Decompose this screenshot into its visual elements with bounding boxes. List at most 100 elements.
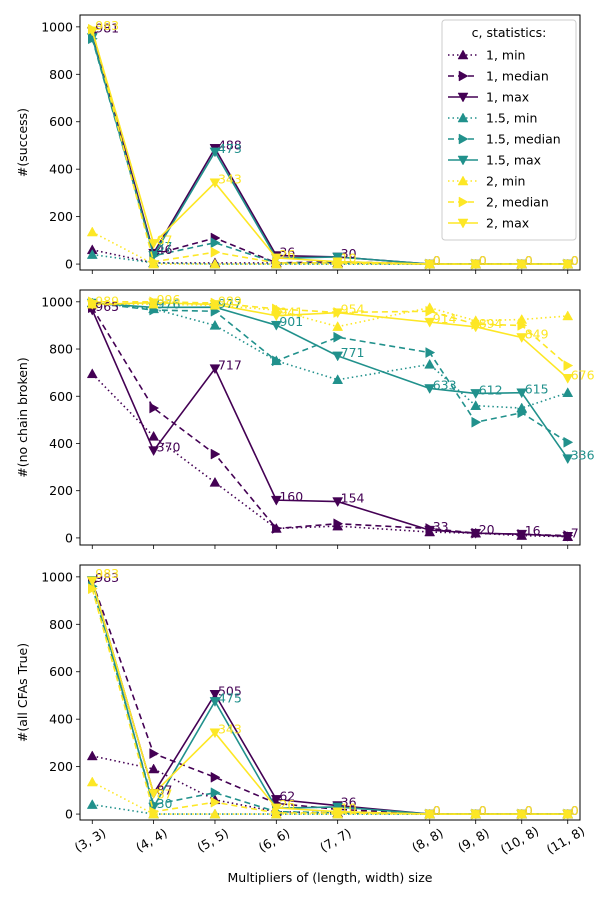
data-point	[86, 249, 98, 259]
data-label: 983	[95, 18, 119, 33]
data-point	[149, 256, 160, 268]
data-point	[149, 402, 160, 414]
panel-frame	[79, 564, 581, 821]
data-point	[517, 407, 528, 419]
data-point	[424, 317, 436, 328]
data-label: 0	[571, 253, 579, 268]
data-point	[516, 259, 528, 270]
data-point	[148, 298, 160, 309]
legend-marker	[457, 155, 469, 166]
data-label: 0	[433, 253, 441, 268]
data-label: 26	[279, 247, 295, 262]
data-label: 475	[218, 690, 242, 705]
legend-marker	[457, 49, 469, 60]
legend-marker	[458, 70, 469, 82]
data-point	[424, 809, 436, 820]
data-label: 0	[433, 253, 441, 268]
data-label: 976	[157, 296, 181, 311]
data-point	[209, 147, 221, 158]
data-label: 336	[571, 448, 595, 463]
data-point	[470, 528, 482, 539]
x-tick-label: (9, 8)	[455, 825, 492, 855]
y-tick-label: 200	[49, 209, 73, 224]
data-point	[270, 311, 282, 322]
x-tick-label: (10, 8)	[498, 823, 541, 857]
series-line	[91, 581, 568, 815]
data-label: 0	[479, 803, 487, 818]
data-label: 977	[218, 296, 242, 311]
data-point	[562, 454, 574, 465]
legend-entry: 1.5, max	[448, 153, 541, 168]
legend-label: 1, max	[486, 90, 529, 105]
data-label: 0	[571, 253, 579, 268]
data-point	[86, 26, 98, 37]
data-point	[562, 259, 574, 270]
data-label: 989	[95, 293, 119, 308]
data-point	[332, 257, 344, 268]
data-label: 33	[433, 519, 449, 534]
y-tick-label: 0	[65, 530, 73, 545]
data-point	[333, 518, 344, 530]
data-label: 473	[218, 141, 242, 156]
y-tick-label: 1000	[41, 19, 73, 34]
data-point	[516, 529, 528, 540]
data-point	[149, 748, 160, 760]
data-label: 717	[218, 358, 242, 373]
legend: c, statistics: 1, min 1, median 1, max 1.5, …	[441, 19, 577, 241]
data-point	[562, 374, 574, 384]
data-label: 16	[525, 523, 541, 538]
legend-label: 1.5, max	[486, 153, 541, 168]
data-point	[270, 795, 282, 805]
data-label: 0	[479, 253, 487, 268]
data-point	[470, 259, 482, 270]
legend-marker	[457, 175, 469, 186]
x-tick-label: (6, 6)	[256, 825, 293, 855]
data-point	[563, 436, 574, 448]
data-label: 914	[433, 311, 457, 326]
data-point	[424, 384, 436, 394]
x-tick-label: (8, 8)	[409, 825, 446, 855]
y-tick-label: 600	[49, 389, 73, 404]
series-line	[92, 302, 568, 409]
data-point	[470, 809, 482, 820]
data-label: 941	[279, 305, 303, 320]
data-label: 954	[341, 302, 365, 317]
data-point	[425, 347, 436, 358]
data-label: 87	[157, 782, 173, 797]
data-point	[563, 360, 574, 371]
series-2-max	[86, 576, 574, 820]
data-point	[332, 351, 344, 362]
data-label: 343	[218, 722, 242, 737]
data-label: 0	[479, 803, 487, 818]
data-point	[148, 430, 160, 441]
legend-box	[441, 19, 577, 241]
series-line	[92, 302, 569, 443]
data-point	[270, 495, 282, 506]
data-label: 0	[525, 803, 533, 818]
data-point	[148, 239, 160, 249]
data-point	[148, 789, 160, 799]
data-point	[209, 690, 221, 700]
legend-title: c, statistics:	[472, 25, 547, 40]
data-label: 370	[157, 440, 181, 455]
data-label: 10	[341, 801, 357, 816]
series-1-median	[88, 302, 574, 541]
data-point	[471, 416, 482, 428]
legend-label: 2, max	[486, 216, 529, 231]
data-point	[86, 300, 98, 310]
legend-marker	[457, 92, 469, 103]
x-tick-label: (5, 5)	[194, 825, 231, 855]
data-point	[210, 787, 221, 799]
panel-frame	[79, 14, 581, 271]
data-label: 633	[433, 377, 457, 392]
data-label: 488	[218, 137, 242, 152]
data-label: 771	[341, 345, 365, 360]
series-line	[91, 580, 568, 815]
legend-marker	[458, 133, 469, 145]
data-label: 343	[218, 172, 242, 187]
data-point	[272, 355, 282, 367]
data-point	[470, 389, 482, 399]
data-label: 849	[525, 326, 549, 341]
data-label: 505	[218, 683, 242, 698]
